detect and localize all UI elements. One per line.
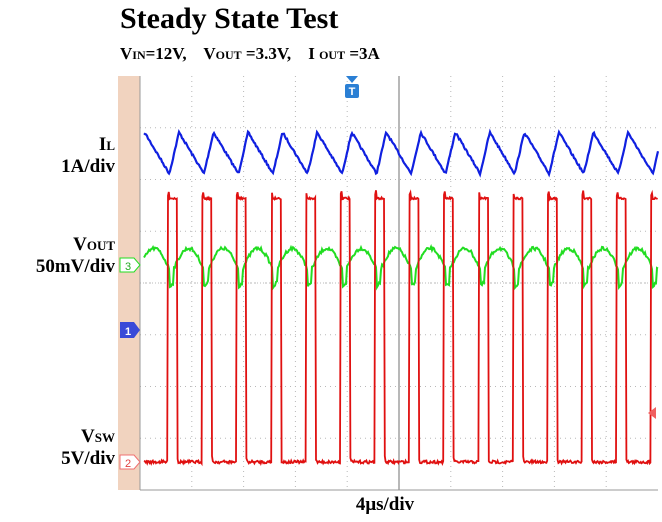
ch2-label: 2 [125, 458, 131, 470]
vin-label: VIN=12V, [120, 44, 187, 63]
grid [139, 76, 658, 491]
vsw-trace [143, 189, 659, 467]
il-name: IL [98, 134, 115, 155]
test-conditions: VIN=12V, VOUT =3.3V, I OUT =3A [120, 44, 380, 64]
timebase-label: 4μs/div [355, 494, 415, 515]
left-strip [118, 76, 140, 490]
vout-channel-label: VOUT 50mV/div [36, 234, 115, 278]
vout-scale: 50mV/div [35, 256, 115, 277]
chart-title: Steady State Test [120, 2, 339, 35]
il-channel-label: IL 1A/div [61, 134, 115, 178]
vout-trace [143, 243, 659, 291]
vout-name: VOUT [73, 234, 115, 255]
vsw-name: VSW [81, 426, 115, 447]
trigger-label: T [349, 86, 356, 98]
iout-condition: I OUT =3A [308, 44, 380, 63]
trigger-marker: T [345, 76, 359, 98]
trigger-level-marker [648, 407, 656, 419]
il-scale: 1A/div [61, 156, 115, 177]
ch3-label: 3 [125, 261, 131, 273]
vsw-scale: 5V/div [61, 448, 115, 469]
ch1-label: 1 [125, 326, 131, 338]
vout-condition: VOUT =3.3V, [203, 44, 292, 63]
ch1-marker: 1 [120, 322, 140, 338]
vsw-channel-label: VSW 5V/div [61, 426, 115, 470]
ch2-marker: 2 [119, 454, 141, 470]
il-trace [143, 128, 660, 178]
ch3-marker: 3 [119, 257, 141, 273]
